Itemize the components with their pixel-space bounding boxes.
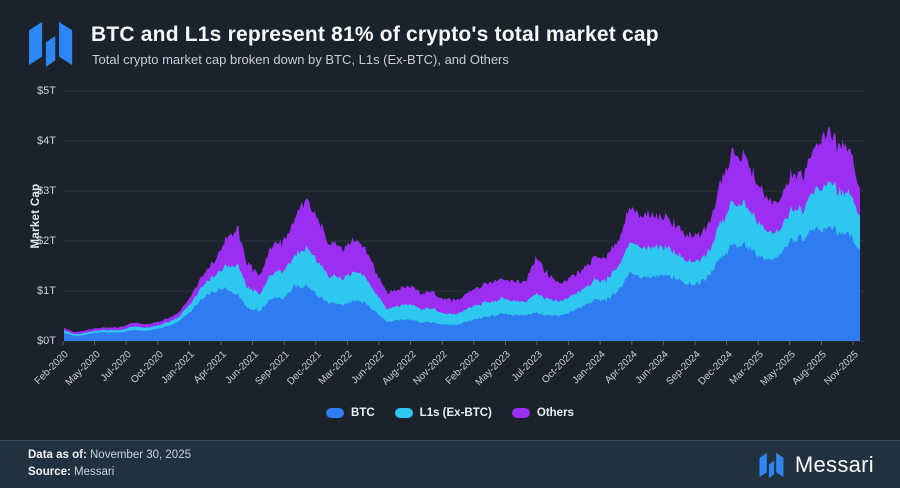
logo-bar (768, 460, 774, 478)
messari-logo-icon (28, 21, 73, 67)
source: Source: Messari (28, 464, 191, 481)
footer-meta: Data as of: November 30, 2025 Source: Me… (28, 447, 191, 481)
legend: BTC L1s (Ex-BTC) Others (0, 407, 900, 419)
brand: Messari (759, 441, 874, 488)
source-value: Messari (70, 466, 115, 478)
area-btc (64, 226, 860, 341)
logo-bar (45, 35, 56, 67)
stacked-area-chart (62, 90, 864, 345)
brand-name: Messari (794, 452, 874, 477)
legend-swatch-icon (511, 408, 530, 418)
footer: Data as of: November 30, 2025 Source: Me… (0, 440, 900, 488)
legend-item: BTC (326, 407, 375, 419)
legend-item: Others (511, 407, 574, 419)
legend-label: L1s (Ex-BTC) (419, 407, 492, 419)
logo-bar (776, 453, 784, 477)
y-tick-label: $4T (37, 135, 56, 147)
legend-label: BTC (351, 407, 375, 419)
data-as-of-label: Data as of: (28, 449, 87, 461)
y-tick-label: $5T (37, 85, 56, 97)
messari-brand-icon (759, 453, 784, 478)
legend-swatch-icon (326, 408, 345, 418)
logo-bar (59, 21, 73, 66)
y-tick-label: $0T (37, 335, 56, 347)
header: BTC and L1s represent 81% of crypto's to… (28, 20, 659, 67)
y-tick-label: $3T (37, 185, 56, 197)
logo-bar (28, 21, 43, 66)
x-axis-ticks (62, 341, 854, 345)
source-label: Source: (28, 466, 71, 478)
legend-label: Others (536, 407, 574, 419)
y-axis-title: Market Cap (30, 183, 42, 249)
y-tick-label: $1T (37, 285, 56, 297)
legend-item: L1s (Ex-BTC) (394, 407, 492, 419)
legend-swatch-icon (394, 408, 413, 418)
chart-title: BTC and L1s represent 81% of crypto's to… (91, 23, 659, 46)
logo-bar (759, 453, 767, 477)
data-as-of: Data as of: November 30, 2025 (28, 447, 191, 464)
chart-subtitle: Total crypto market cap broken down by B… (92, 52, 509, 67)
y-tick-label: $2T (37, 235, 56, 247)
data-as-of-value: November 30, 2025 (86, 449, 191, 461)
